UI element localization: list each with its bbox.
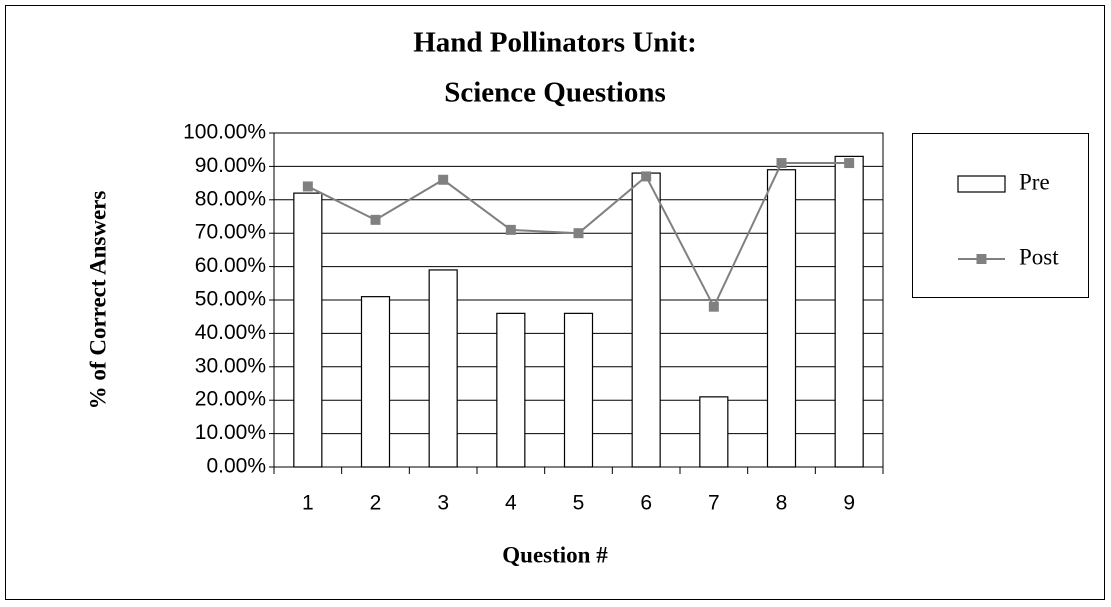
y-tick-label: 20.00% <box>195 388 266 411</box>
marker <box>641 171 652 182</box>
x-tick-label: 3 <box>437 492 449 515</box>
x-tick-label: 8 <box>776 492 788 515</box>
marker <box>370 214 381 225</box>
chart-title: Hand Pollinators Unit: <box>413 27 697 59</box>
x-tick-label: 2 <box>370 492 382 515</box>
y-tick-label: 0.00% <box>206 455 266 478</box>
y-tick-label: 90.00% <box>195 154 266 177</box>
x-tick-label: 6 <box>640 492 652 515</box>
y-tick-label: 30.00% <box>195 354 266 377</box>
y-tick-label: 10.00% <box>195 421 266 444</box>
bar <box>496 312 526 468</box>
y-tick-label: 60.00% <box>195 254 266 277</box>
x-tick-label: 5 <box>573 492 585 515</box>
y-axis-label: % of Correct Answers <box>85 191 110 410</box>
x-tick-label: 7 <box>708 492 720 515</box>
x-tick-label: 1 <box>302 492 314 515</box>
marker <box>844 158 855 169</box>
legend-label: Pre <box>1019 169 1050 194</box>
bar <box>293 192 323 468</box>
x-tick-label: 4 <box>505 492 517 515</box>
y-tick-label: 40.00% <box>195 321 266 344</box>
marker <box>505 224 516 235</box>
legend-label: Post <box>1019 244 1059 269</box>
marker <box>776 158 787 169</box>
bar <box>428 269 458 468</box>
y-tick-label: 100.00% <box>183 121 266 144</box>
bar <box>631 172 661 468</box>
marker <box>438 174 449 185</box>
bar <box>563 312 594 468</box>
chart-title: Science Questions <box>444 77 666 109</box>
bar <box>360 296 391 468</box>
y-tick-label: 50.00% <box>195 288 266 311</box>
bar <box>834 155 864 468</box>
marker <box>573 228 584 239</box>
x-axis-label: Question # <box>502 542 608 567</box>
legend-swatch <box>957 175 1006 193</box>
y-tick-label: 70.00% <box>195 221 266 244</box>
y-tick-label: 80.00% <box>195 187 266 210</box>
legend-swatch <box>976 254 987 264</box>
marker <box>302 181 313 192</box>
bar <box>699 396 729 468</box>
marker <box>708 301 719 312</box>
legend <box>912 133 1089 298</box>
bar <box>766 169 797 468</box>
x-tick-label: 9 <box>843 492 855 515</box>
